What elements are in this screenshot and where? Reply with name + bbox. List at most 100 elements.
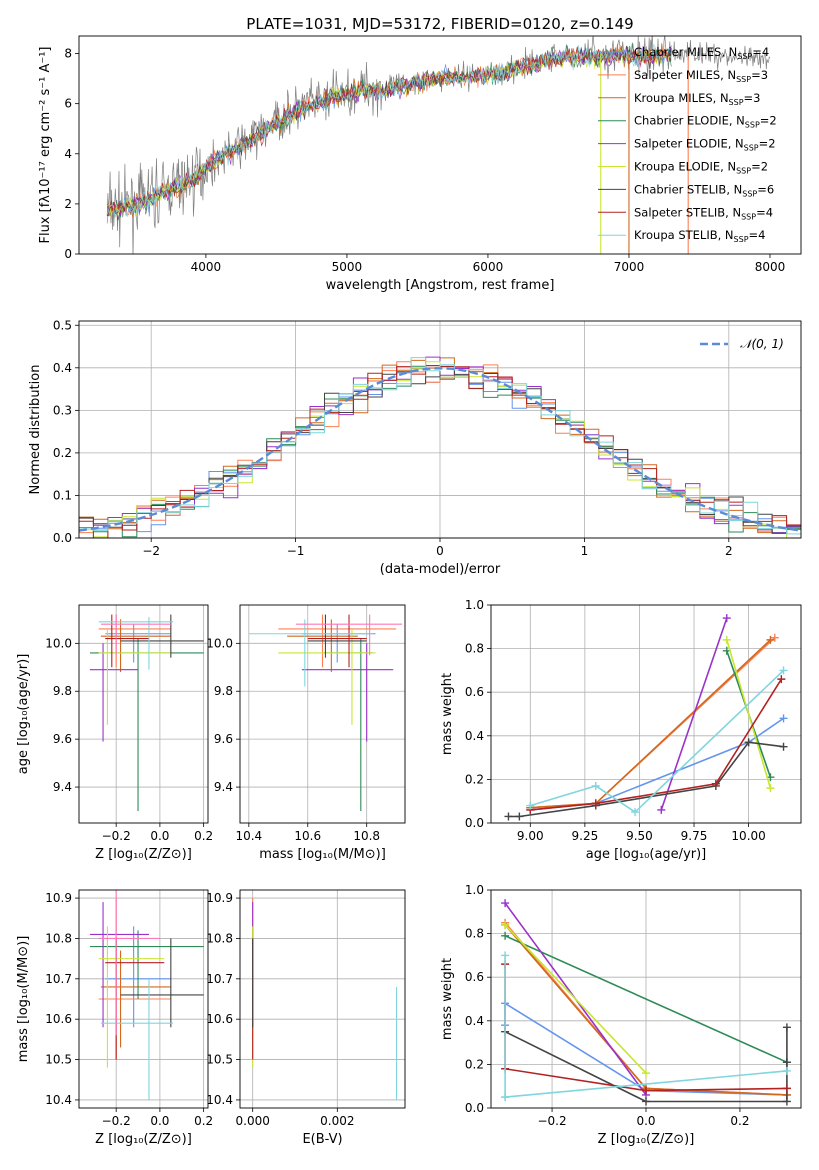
x-tick-label: 10.6 [294, 829, 321, 843]
y-tick-label: 10.9 [206, 891, 233, 905]
x-axis-label: Z [log₁₀(Z/Z⊙)] [95, 1132, 192, 1147]
weight-point-marker [744, 738, 753, 747]
y-tick-label: 1.0 [465, 883, 484, 897]
weight-point-marker [591, 799, 600, 808]
y-tick-label: 10.7 [45, 972, 72, 986]
weight-point-marker [779, 666, 788, 675]
legend-entry: Salpeter MILES, NSSP=3 [634, 68, 768, 84]
x-tick-label: 0.2 [194, 1114, 213, 1128]
weight-point-marker [515, 812, 524, 821]
x-tick-label: 9.25 [572, 829, 599, 843]
x-tick-label: 1 [581, 544, 589, 558]
y-tick-label: 10.7 [206, 972, 233, 986]
axes-frame [490, 604, 802, 824]
legend-entry: Kroupa STELIB, NSSP=4 [634, 228, 765, 244]
axes-weight_vs_Z: −0.2 0.0 0.2 0.0 0.2 0.4 0.6 0.8 1.0 Z [log₁₀(Z/Z… [440, 883, 802, 1147]
weight-series-line [504, 935, 788, 1063]
weight-series-line [530, 678, 783, 811]
model-spectrum-line [106, 44, 672, 219]
y-tick-label: 10.5 [206, 1053, 233, 1067]
plot-area-mass_vs_Z [89, 890, 204, 1100]
weight-series-line [660, 617, 728, 811]
axes-residuals: −2 −1 0 1 2 0.0 0.1 0.2 0.3 0.4 0.5 (data-model)/er… [28, 318, 802, 577]
y-tick-label: 10.6 [45, 1012, 72, 1026]
y-tick-label: 0.6 [465, 685, 484, 699]
y-tick-label: 10.8 [206, 931, 233, 945]
axes-spectrum: 4000 5000 6000 7000 8000 0 2 4 6 8 wavelength [Ang… [38, 35, 802, 293]
y-tick-label: 10.0 [206, 636, 233, 650]
y-tick-label: 0.2 [465, 1057, 484, 1071]
model-spectrum-line [106, 43, 672, 224]
x-tick-label: 0 [436, 544, 444, 558]
y-tick-label: 9.6 [53, 732, 72, 746]
residual-legend: 𝒩(0, 1) [700, 337, 784, 351]
axes-age_vs_mass: 10.4 10.6 10.8 9.4 9.6 9.8 10.0 mass [log₁₀(M/M… [206, 604, 406, 862]
x-tick-label: 9.50 [626, 829, 653, 843]
weight-point-marker [770, 633, 779, 642]
weight-point-marker [657, 805, 666, 814]
x-tick-label: 4000 [191, 260, 222, 274]
axes-frame [78, 320, 802, 539]
x-tick-label: 7000 [614, 260, 645, 274]
x-axis-label: Z [log₁₀(Z/Z⊙)] [95, 847, 192, 862]
residual-histogram [79, 361, 801, 534]
weight-series-line [726, 639, 772, 789]
axes-frame [78, 604, 209, 824]
y-tick-label: 10.4 [45, 1093, 72, 1107]
weight-point-marker [782, 1058, 791, 1067]
plot-area-weight_vs_Z [501, 899, 791, 1106]
weight-point-marker [631, 808, 640, 817]
weight-point-marker [642, 1086, 650, 1095]
y-tick-label: 9.8 [53, 684, 72, 698]
y-tick-label: 0.0 [465, 816, 484, 830]
legend-entry: Salpeter ELODIE, NSSP=2 [634, 137, 776, 153]
y-tick-label: 10.6 [206, 1012, 233, 1026]
legend-entry: Kroupa ELODIE, NSSP=2 [634, 160, 768, 176]
axes-frame [239, 889, 406, 1109]
weight-point-marker [501, 899, 510, 908]
y-tick-label: 0.2 [465, 772, 484, 786]
model-spectrum-line [106, 45, 672, 217]
y-tick-label: 10.0 [45, 636, 72, 650]
plot-area-weight_vs_age [504, 614, 788, 821]
y-tick-label: 10.9 [45, 891, 72, 905]
x-axis-label: Z [log₁₀(Z/Z⊙)] [598, 1132, 695, 1147]
weight-point-marker [722, 635, 731, 644]
axes-mass_vs_Z: −0.2 0.0 0.2 10.4 10.5 10.6 10.7 10.8 10.9 Z [log… [16, 889, 213, 1147]
x-tick-label: 10.00 [731, 829, 765, 843]
y-tick-label: 8 [64, 47, 72, 61]
axes-frame [239, 604, 406, 824]
x-tick-label: 0.000 [236, 1114, 270, 1128]
weight-point-marker [591, 781, 600, 790]
x-tick-label: 9.75 [681, 829, 708, 843]
x-tick-label: 2 [725, 544, 733, 558]
y-tick-label: 0.2 [53, 446, 72, 460]
x-axis-label: E(B-V) [302, 1132, 342, 1147]
x-tick-label: 0.002 [320, 1114, 354, 1128]
gaussian-curve [79, 367, 801, 532]
weight-point-marker [501, 1093, 510, 1102]
y-axis-label: Flux [fλ10⁻¹⁷ erg cm⁻² s⁻¹ A⁻¹] [38, 47, 53, 244]
weight-point-marker [779, 742, 788, 751]
y-tick-label: 2 [64, 197, 72, 211]
x-tick-label: −0.2 [102, 829, 131, 843]
y-tick-label: 9.4 [214, 780, 233, 794]
plot-area-residuals [79, 356, 801, 538]
x-axis-label: mass [log₁₀(M/M⊙)] [259, 847, 386, 862]
weight-point-marker [782, 1084, 791, 1093]
legend-entry: 𝒩(0, 1) [740, 337, 784, 351]
y-tick-label: 10.5 [45, 1053, 72, 1067]
x-tick-label: 8000 [755, 260, 786, 274]
x-tick-label: −1 [287, 544, 305, 558]
x-axis-label: wavelength [Angstrom, rest frame] [326, 278, 555, 293]
weight-series-line [530, 669, 785, 814]
y-axis-label: mass weight [440, 958, 455, 1040]
y-axis-label: Normed distribution [28, 365, 43, 495]
x-axis-label: age [log₁₀(age/yr)] [586, 847, 707, 862]
plot-layer: 4000 5000 6000 7000 8000 0 2 4 6 8 wavelength [Ang… [16, 35, 802, 1147]
x-tick-label: 10.4 [235, 829, 262, 843]
axes-frame [78, 35, 802, 255]
y-tick-label: 0.3 [53, 403, 72, 417]
y-axis-label: age [log₁₀(age/yr)] [16, 654, 31, 775]
x-axis-label: (data-model)/error [380, 562, 501, 577]
